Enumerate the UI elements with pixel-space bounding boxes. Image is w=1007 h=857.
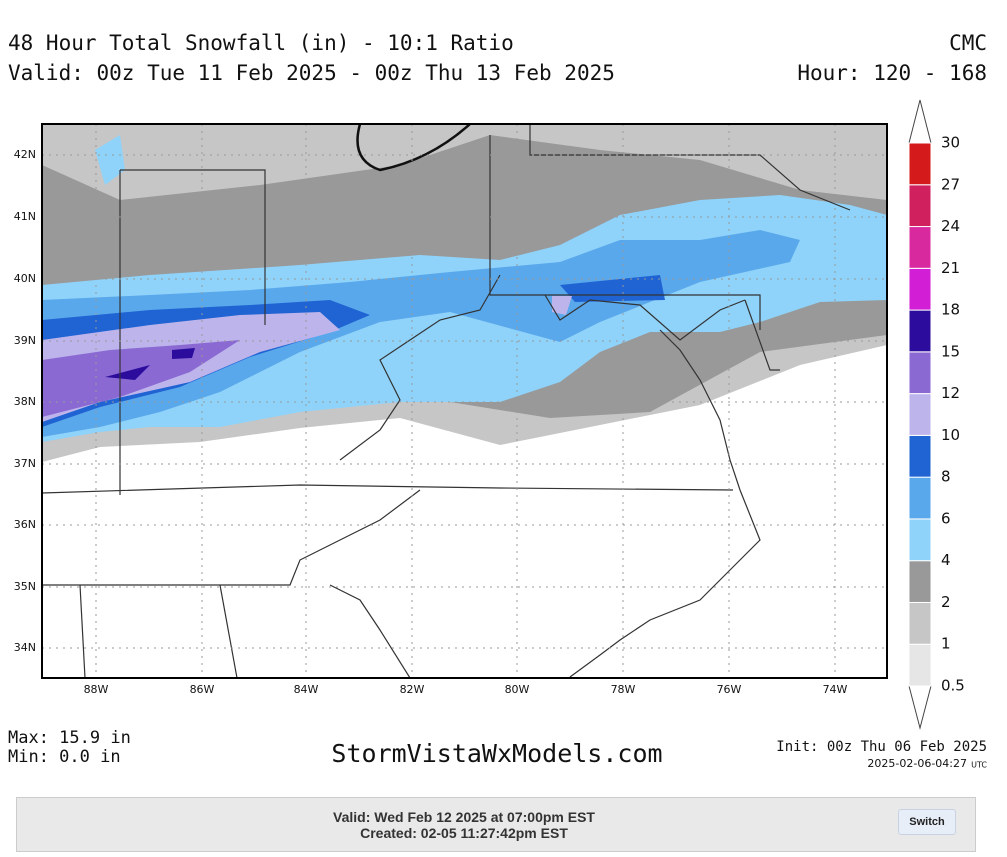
colorbar-label: 21 xyxy=(941,259,960,277)
lat-label: 34N xyxy=(14,641,36,654)
colorbar-label: 0.5 xyxy=(941,677,965,695)
colorbar-swatch xyxy=(908,142,932,186)
colorbar-swatch xyxy=(908,560,932,603)
colorbar-swatch xyxy=(908,393,932,436)
colorbar-label: 24 xyxy=(941,217,960,235)
colorbar-swatch xyxy=(908,184,932,228)
site-name: StormVistaWxModels.com xyxy=(331,739,662,768)
lat-label: 37N xyxy=(14,457,36,470)
lon-label: 76W xyxy=(717,683,742,696)
colorbar-swatch xyxy=(908,643,932,687)
colorbar-bottom xyxy=(908,685,932,730)
lon-label: 86W xyxy=(190,683,215,696)
title: 48 Hour Total Snowfall (in) - 10:1 Ratio xyxy=(8,31,514,55)
timestamp: 2025-02-06-04:27 xyxy=(867,757,967,770)
colorbar-swatch xyxy=(908,601,932,645)
lat-label: 40N xyxy=(14,272,36,285)
colorbar-label: 6 xyxy=(941,509,951,527)
colorbar-swatch xyxy=(908,476,932,520)
colorbar-top xyxy=(908,99,932,144)
min-value: Min: 0.0 in xyxy=(8,747,121,767)
info-panel: Valid: Wed Feb 12 2025 at 07:00pm EST Cr… xyxy=(16,797,976,852)
colorbar-label: 27 xyxy=(941,175,960,193)
lat-label: 41N xyxy=(14,210,36,223)
lat-label: 36N xyxy=(14,518,36,531)
panel-text: Valid: Wed Feb 12 2025 at 07:00pm EST Cr… xyxy=(17,809,911,841)
colorbar-swatch xyxy=(908,351,932,395)
colorbar-label: 10 xyxy=(941,426,960,444)
lon-label: 74W xyxy=(823,683,848,696)
map-area xyxy=(42,124,887,678)
colorbar-label: 2 xyxy=(941,593,951,611)
max-value: Max: 15.9 in xyxy=(8,728,131,748)
init-time: Init: 00z Thu 06 Feb 2025 xyxy=(776,739,987,755)
colorbar-label: 15 xyxy=(941,342,960,360)
lat-label: 35N xyxy=(14,580,36,593)
lon-label: 78W xyxy=(611,683,636,696)
colorbar-label: 18 xyxy=(941,301,960,319)
colorbar-label: 4 xyxy=(941,551,951,569)
lon-label: 88W xyxy=(84,683,109,696)
lat-label: 38N xyxy=(14,395,36,408)
colorbar-swatch xyxy=(908,226,932,269)
utc: UTC xyxy=(971,761,987,770)
colorbar-label: 30 xyxy=(941,134,960,152)
valid-range: Valid: 00z Tue 11 Feb 2025 - 00z Thu 13 … xyxy=(8,61,615,85)
model: CMC xyxy=(949,31,987,55)
lat-label: 42N xyxy=(14,148,36,161)
panel-created: Created: 02-05 11:27:42pm EST xyxy=(360,825,568,841)
map-frame xyxy=(41,123,888,679)
lat-label: 39N xyxy=(14,334,36,347)
colorbar-swatch xyxy=(908,267,932,311)
panel-valid: Valid: Wed Feb 12 2025 at 07:00pm EST xyxy=(333,809,595,825)
lon-label: 82W xyxy=(400,683,425,696)
hours: Hour: 120 - 168 xyxy=(797,61,987,85)
colorbar-swatch xyxy=(908,434,932,478)
colorbar-swatch xyxy=(908,518,932,562)
map-figure: 48 Hour Total Snowfall (in) - 10:1 Ratio… xyxy=(8,31,987,770)
switch-button[interactable]: Switch xyxy=(898,809,956,835)
lon-label: 80W xyxy=(505,683,530,696)
colorbar-label: 12 xyxy=(941,384,960,402)
colorbar-label: 1 xyxy=(941,635,951,653)
lon-label: 84W xyxy=(294,683,319,696)
colorbar-label: 8 xyxy=(941,468,951,486)
colorbar-swatch xyxy=(908,309,932,353)
